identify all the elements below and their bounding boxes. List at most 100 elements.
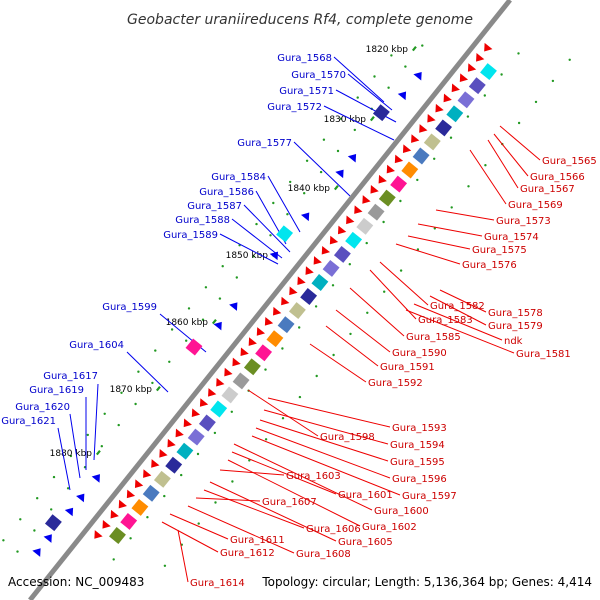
- gene-arrow: [199, 398, 209, 407]
- gene-label[interactable]: Gura_1620: [15, 402, 70, 413]
- label-leader: [499, 125, 541, 161]
- gene-label[interactable]: Gura_1574: [484, 232, 539, 243]
- gene-box: [187, 428, 205, 446]
- gene-label[interactable]: Gura_1602: [362, 522, 417, 533]
- gene-label[interactable]: Gura_1583: [418, 315, 473, 326]
- gene-label[interactable]: Gura_1593: [392, 423, 447, 434]
- gene-label[interactable]: Gura_1568: [277, 53, 332, 64]
- gene-label[interactable]: Gura_1598: [320, 432, 375, 443]
- gene-label[interactable]: Gura_1572: [267, 102, 322, 113]
- gene-label[interactable]: Gura_1608: [296, 549, 351, 560]
- gene-label[interactable]: Gura_1601: [338, 490, 393, 501]
- gene-arrow: [118, 499, 127, 509]
- gene-label[interactable]: Gura_1621: [1, 416, 56, 427]
- gene-label[interactable]: Gura_1611: [230, 535, 285, 546]
- gc-dot: [568, 58, 571, 61]
- gc-dot: [86, 433, 90, 437]
- gene-label[interactable]: Gura_1596: [392, 474, 447, 485]
- gene-label[interactable]: Gura_1579: [488, 321, 543, 332]
- gene-label[interactable]: Gura_1575: [472, 245, 527, 256]
- gc-dot: [387, 86, 390, 89]
- gene-label[interactable]: Gura_1578: [488, 308, 543, 319]
- label-leader: [417, 223, 483, 237]
- label-leader: [413, 303, 503, 341]
- gene-arrow: [273, 306, 282, 316]
- gc-dot: [221, 265, 224, 268]
- gene-label[interactable]: Gura_1603: [286, 471, 341, 482]
- gene-label[interactable]: ndk: [504, 336, 523, 347]
- gene-arrow: [159, 448, 168, 458]
- gc-dot: [298, 326, 301, 329]
- gene-arrow: [467, 63, 477, 72]
- gene-label[interactable]: Gura_1604: [69, 340, 124, 351]
- gene-arrow: [419, 124, 428, 133]
- gene-box: [300, 288, 318, 305]
- gene-label[interactable]: Gura_1588: [175, 215, 230, 226]
- gene-label[interactable]: Gura_1565: [542, 156, 597, 167]
- kbp-label: 1880 kbp: [50, 449, 93, 459]
- gc-dot: [231, 480, 234, 483]
- gene-label[interactable]: Gura_1566: [530, 172, 585, 183]
- gene-label[interactable]: Gura_1581: [516, 349, 571, 360]
- gene-label[interactable]: Gura_1595: [390, 457, 445, 468]
- gene-label[interactable]: Gura_1577: [237, 138, 292, 149]
- gene-label[interactable]: Gura_1567: [520, 184, 575, 195]
- gene-label[interactable]: Gura_1607: [262, 497, 317, 508]
- gene-arrow: [232, 357, 241, 367]
- gene-label[interactable]: Gura_1586: [199, 187, 254, 198]
- gene-label[interactable]: Gura_1590: [392, 348, 447, 359]
- gene-box: [390, 175, 408, 193]
- gc-dot: [349, 332, 352, 336]
- gc-dot: [103, 412, 106, 415]
- gene-label[interactable]: Gura_1573: [496, 216, 551, 227]
- gc-dot: [50, 508, 53, 511]
- gene-label[interactable]: Gura_1585: [406, 332, 461, 343]
- gene-label[interactable]: Gura_1594: [390, 440, 445, 451]
- gene-box: [412, 147, 430, 165]
- gene-label[interactable]: Gura_1600: [374, 506, 429, 517]
- gene-arrow: [300, 212, 310, 222]
- gene-label[interactable]: Gura_1597: [402, 491, 457, 502]
- label-leader: [161, 521, 219, 553]
- label-leader: [335, 89, 397, 123]
- gene-arrow: [354, 205, 363, 214]
- kbp-tick: [333, 185, 339, 191]
- gene-arrow: [281, 296, 290, 306]
- label-leader: [369, 269, 417, 320]
- label-leader: [267, 397, 391, 428]
- label-leader: [231, 451, 337, 495]
- gene-label[interactable]: Gura_1576: [462, 260, 517, 271]
- gc-dot: [314, 305, 318, 308]
- gene-label[interactable]: Gura_1569: [508, 200, 563, 211]
- gene-label[interactable]: Gura_1571: [279, 86, 334, 97]
- gene-label[interactable]: Gura_1599: [102, 302, 157, 313]
- gene-label[interactable]: Gura_1605: [338, 537, 393, 548]
- gene-label[interactable]: Gura_1614: [190, 578, 245, 589]
- gene-arrow: [337, 225, 347, 235]
- gene-label[interactable]: Gura_1570: [291, 70, 346, 81]
- gc-dot: [100, 445, 104, 448]
- gene-arrow: [443, 93, 452, 103]
- gene-label[interactable]: Gura_1582: [430, 301, 485, 312]
- gene-label[interactable]: Gura_1612: [220, 548, 275, 559]
- gene-label[interactable]: Gura_1619: [29, 385, 84, 396]
- gene-box: [210, 400, 228, 418]
- label-leader: [227, 459, 361, 527]
- gc-dot: [163, 494, 166, 498]
- gene-label[interactable]: Gura_1591: [380, 362, 435, 373]
- gene-box: [232, 372, 250, 390]
- gene-label[interactable]: Gura_1592: [368, 378, 423, 389]
- gc-dot: [416, 248, 420, 251]
- gc-dot: [383, 290, 386, 293]
- gc-dot: [168, 360, 171, 363]
- gene-label[interactable]: Gura_1617: [43, 371, 98, 382]
- gene-label[interactable]: Gura_1589: [163, 230, 218, 241]
- kbp-label: 1840 kbp: [288, 184, 331, 194]
- gene-label[interactable]: Gura_1584: [211, 172, 266, 183]
- gene-arrow: [386, 164, 395, 174]
- gene-label[interactable]: Gura_1587: [187, 201, 242, 212]
- gene-label[interactable]: Gura_1606: [306, 524, 361, 535]
- gene-labels: Gura_1568 Gura_1570 Gura_1571 Gura_1572 Gura…: [1, 53, 597, 589]
- label-leader: [219, 469, 285, 476]
